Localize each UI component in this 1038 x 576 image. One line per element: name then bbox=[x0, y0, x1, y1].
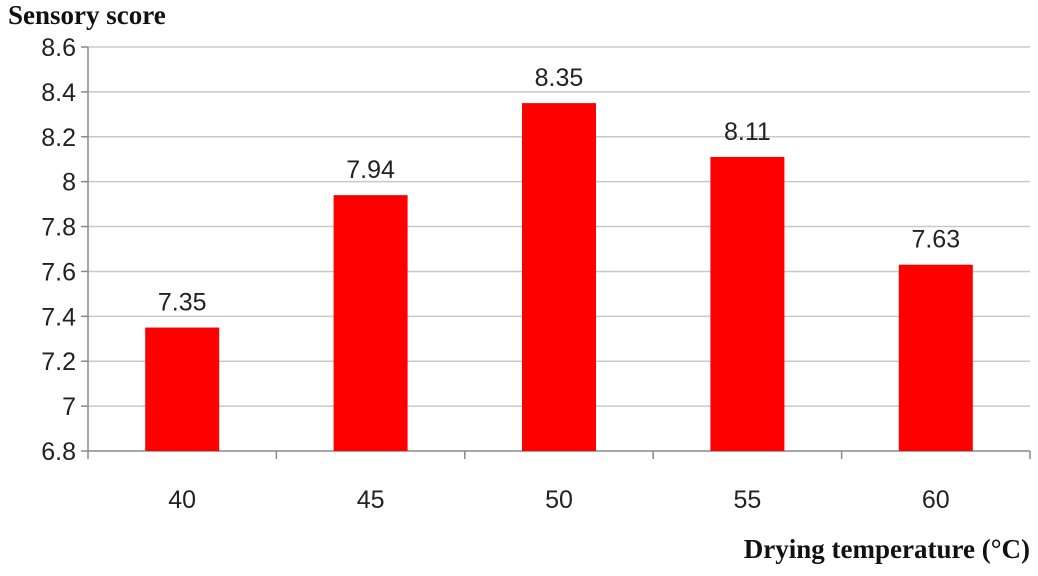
data-label: 7.63 bbox=[911, 226, 960, 254]
y-tick-label: 8.4 bbox=[41, 79, 76, 107]
data-label: 8.35 bbox=[535, 64, 584, 92]
y-tick-label: 7.6 bbox=[41, 258, 76, 286]
x-tick-label: 55 bbox=[733, 486, 761, 514]
tick-labels: 6.8 7 7.2 7.4 7.6 7.8 8 8.2 8.4 8.6 40 45 50 55 60 bbox=[41, 34, 949, 514]
data-label: 7.35 bbox=[158, 289, 207, 317]
y-axis-title: Sensory score bbox=[8, 0, 166, 30]
bar-60 bbox=[898, 264, 973, 451]
bar-45 bbox=[333, 195, 408, 451]
x-tick-label: 40 bbox=[168, 486, 196, 514]
bars bbox=[145, 103, 973, 451]
y-tick-label: 7.2 bbox=[41, 348, 76, 376]
x-tick-label: 45 bbox=[357, 486, 385, 514]
x-axis-title: Drying temperature (°C) bbox=[744, 534, 1030, 564]
x-tick-label: 50 bbox=[545, 486, 573, 514]
y-tick-label: 8 bbox=[62, 169, 76, 197]
data-label: 8.11 bbox=[724, 118, 771, 146]
y-tick-label: 7.4 bbox=[41, 303, 76, 331]
y-tick-label: 8.2 bbox=[41, 124, 76, 152]
y-tick-label: 7 bbox=[62, 393, 76, 421]
data-labels: 7.35 7.94 8.35 8.11 7.63 bbox=[158, 64, 960, 316]
y-tick-label: 7.8 bbox=[41, 214, 76, 242]
y-tick-label: 8.6 bbox=[41, 34, 76, 62]
bar-40 bbox=[145, 327, 220, 451]
bar-50 bbox=[522, 103, 596, 451]
y-tick-label: 6.8 bbox=[41, 438, 76, 466]
bar-55 bbox=[710, 156, 785, 451]
x-tick-label: 60 bbox=[922, 486, 950, 514]
data-label: 7.94 bbox=[346, 156, 395, 184]
